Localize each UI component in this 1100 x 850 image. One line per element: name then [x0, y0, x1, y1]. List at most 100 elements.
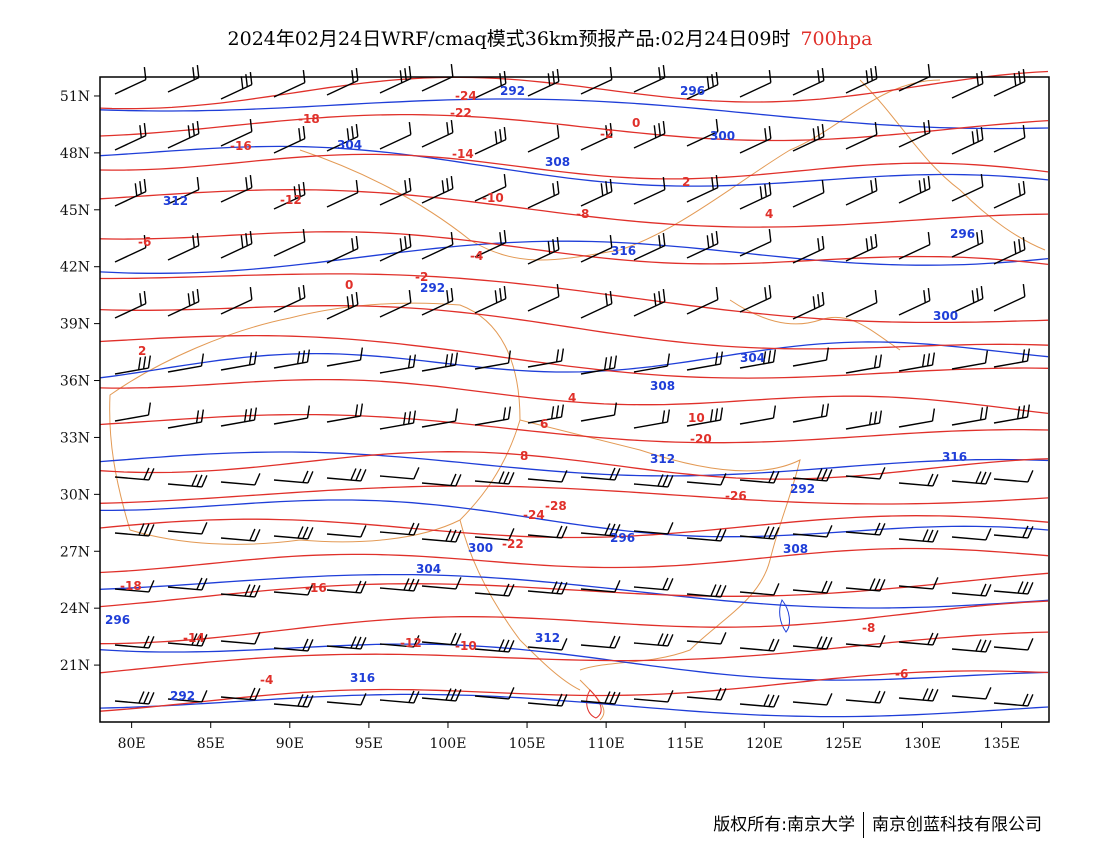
wind-barb — [326, 347, 364, 367]
lat-tick-label: 30N — [60, 487, 90, 503]
lon-tick-label: 130E — [904, 736, 941, 752]
wind-barb — [527, 180, 560, 209]
temperature-label: 0 — [345, 278, 353, 292]
wind-barb — [379, 289, 412, 318]
temperature-label: -16 — [230, 139, 252, 153]
lon-tick-label: 135E — [983, 736, 1020, 752]
temperature-contour — [99, 305, 1049, 350]
wind-barb — [951, 471, 992, 485]
wind-barb — [114, 178, 147, 207]
wind-barb — [527, 404, 565, 424]
wind-barb — [686, 118, 719, 147]
wind-barb — [421, 473, 462, 487]
temperature-contour — [99, 334, 1049, 379]
temperature-label: -2 — [600, 127, 613, 141]
map-title: 2024年02月24日WRF/cmaq模式36km预报产品:02月24日09时 7… — [0, 24, 1100, 51]
temperature-label: 0 — [632, 116, 640, 130]
temperature-label: -4 — [470, 249, 483, 263]
wind-barb — [421, 119, 454, 148]
height-label: 316 — [350, 671, 375, 685]
wind-barb — [527, 581, 568, 595]
wind-barb — [686, 687, 727, 701]
wind-barb — [898, 352, 936, 372]
temperature-label: -16 — [305, 581, 327, 595]
wind-barb — [220, 286, 253, 315]
wind-barb — [167, 633, 208, 647]
temperature-label: -6 — [138, 235, 151, 249]
wind-barb — [951, 639, 992, 653]
wind-barb — [993, 638, 1034, 651]
wind-barb — [739, 583, 780, 596]
wind-barb — [993, 693, 1034, 707]
temperature-label: -26 — [725, 489, 747, 503]
wind-barb — [220, 71, 253, 100]
lat-tick-label: 24N — [60, 601, 90, 617]
lat-tick-label: 42N — [60, 260, 90, 276]
wind-barb — [845, 578, 886, 592]
wind-barb — [379, 578, 420, 592]
copyright-left: 版权所有:南京大学 — [713, 815, 855, 835]
height-contour — [99, 643, 1049, 681]
height-label: 316 — [611, 244, 636, 258]
wind-barb — [326, 403, 364, 423]
hainan-island — [586, 689, 602, 719]
wind-barb — [898, 688, 939, 702]
wind-barb — [739, 125, 772, 154]
wind-barb — [633, 690, 674, 703]
wind-barb — [326, 580, 367, 594]
temperature-label: 10 — [688, 411, 705, 425]
lon-tick-label: 120E — [746, 736, 783, 752]
wind-barb — [421, 287, 454, 316]
wind-barb — [686, 286, 719, 315]
wind-barb — [474, 639, 515, 653]
wind-barb — [167, 577, 208, 591]
wind-barb — [580, 234, 613, 263]
wind-barb — [739, 284, 772, 313]
wind-barb — [527, 348, 565, 368]
wind-barb — [845, 289, 878, 318]
wind-barb — [580, 178, 613, 207]
wind-barb — [898, 63, 931, 92]
wind-barb — [845, 410, 883, 430]
temperature-label: 4 — [568, 391, 576, 405]
wind-barb — [326, 693, 367, 706]
wind-barb — [993, 581, 1034, 595]
height-label: 312 — [650, 452, 675, 466]
temperature-label: -24 — [455, 89, 477, 103]
wind-barb — [167, 409, 205, 429]
wind-barb — [633, 288, 666, 317]
temperature-contours — [99, 70, 1049, 712]
temperature-contour — [99, 70, 1049, 110]
lat-tick-label: 21N — [60, 658, 90, 674]
wind-barb — [474, 350, 512, 370]
height-label: 296 — [680, 84, 705, 98]
wind-barb — [898, 287, 931, 316]
country-boundaries — [109, 79, 1046, 721]
wind-barb — [474, 229, 507, 258]
wind-barb — [474, 528, 515, 541]
wind-barb — [527, 693, 568, 707]
height-label: 304 — [740, 351, 765, 365]
height-label: 292 — [170, 689, 195, 703]
wind-barb — [527, 68, 560, 97]
wind-barb — [686, 174, 719, 203]
wind-barb — [421, 352, 459, 372]
wind-barb — [580, 580, 621, 593]
temperature-contour — [99, 600, 1049, 645]
wind-barb — [580, 635, 621, 649]
wind-barb — [686, 632, 727, 645]
wind-barb — [114, 691, 155, 705]
wind-barb — [273, 583, 314, 596]
temperature-label: -24 — [523, 508, 545, 522]
temperature-contour — [99, 153, 1049, 180]
temperature-label: 2 — [138, 344, 146, 358]
wind-barb — [220, 528, 261, 542]
wind-barb — [792, 580, 833, 594]
temperature-label: -8 — [576, 207, 589, 221]
wind-barb — [114, 355, 152, 375]
height-label: 304 — [337, 138, 362, 152]
wind-barb — [898, 119, 931, 148]
wind-barb — [898, 529, 939, 543]
wind-barb — [527, 638, 568, 651]
